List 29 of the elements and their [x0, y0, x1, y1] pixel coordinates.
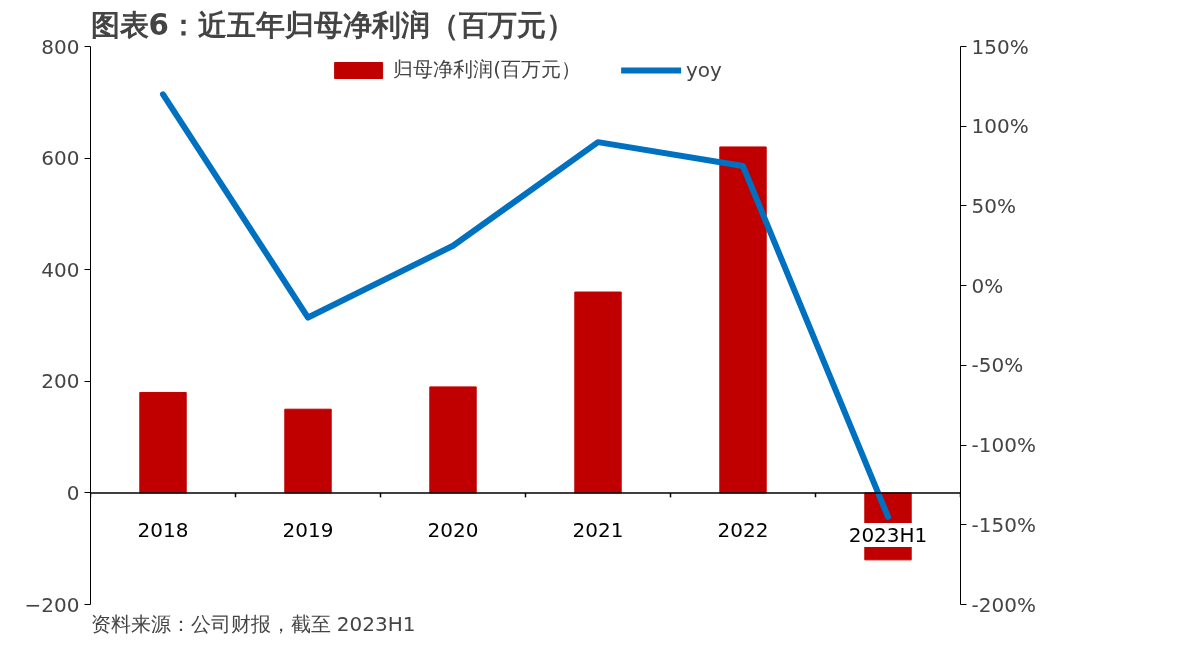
- x-tick-label: 2023H1: [848, 522, 928, 547]
- x-tick-label: 2022: [717, 517, 769, 542]
- y2-tick-label: 50%: [971, 193, 1016, 218]
- y2-tick-label: 150%: [971, 34, 1029, 59]
- legend-label: yoy: [685, 57, 722, 82]
- y2-tick-label: -50%: [971, 353, 1024, 378]
- chart-title: 图表6：近五年归母净利润（百万元）: [90, 7, 575, 42]
- x-tick-label: 2019: [282, 517, 334, 542]
- y2-tick-label: -200%: [971, 592, 1036, 617]
- y2-tick-label: 0%: [971, 273, 1004, 298]
- bar: [429, 386, 477, 494]
- bar: [284, 408, 332, 494]
- legend-label: 归母净利润(百万元）: [393, 56, 581, 83]
- y-tick-label: 800: [41, 34, 80, 59]
- bar: [719, 146, 767, 494]
- y-tick-label: 600: [41, 146, 80, 171]
- y-tick-label: −200: [24, 592, 80, 617]
- bar: [574, 291, 622, 494]
- x-tick-label: 2018: [137, 517, 189, 542]
- bar: [139, 391, 187, 494]
- x-tick-label: 2021: [572, 517, 624, 542]
- y2-tick-label: -150%: [971, 512, 1036, 537]
- y-tick-label: 200: [41, 369, 80, 394]
- y2-tick-label: 100%: [971, 114, 1029, 139]
- y-tick-label: 0: [66, 480, 80, 505]
- y2-tick-label: -100%: [971, 433, 1036, 458]
- text: 资料来源：公司财报，截至 2023H1: [90, 611, 416, 636]
- x-tick-label: 2020: [427, 517, 479, 542]
- y-tick-label: 400: [41, 257, 80, 282]
